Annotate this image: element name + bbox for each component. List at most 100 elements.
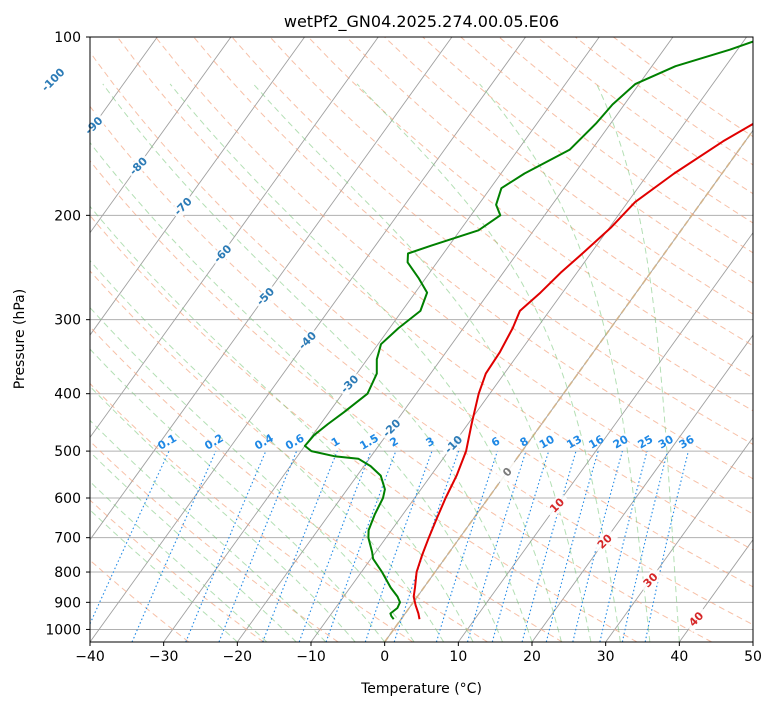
- x-tick-label: −30: [149, 649, 179, 665]
- dry-adiabat-line: [90, 499, 264, 642]
- moist-adiabat-line: [102, 83, 533, 642]
- isotherm-line: [90, 37, 379, 439]
- isotherm-line: [605, 436, 753, 642]
- y-tick-label: 800: [54, 565, 81, 581]
- dry-adiabat-line: [231, 37, 753, 445]
- x-tick-label: 10: [449, 649, 467, 665]
- mixing-ratio-line: [325, 450, 397, 642]
- x-tick-label: 50: [744, 649, 762, 665]
- mixing-ratio-line: [298, 450, 372, 642]
- y-tick-label: 600: [54, 491, 81, 507]
- isotherm-label-bg: [336, 371, 363, 398]
- dry-adiabat-line: [117, 37, 753, 551]
- moist-adiabat-line: [90, 306, 415, 642]
- moist-adiabat-line: [90, 141, 503, 642]
- mixing-ratio-line: [262, 450, 338, 642]
- isotherm-line: [90, 37, 232, 234]
- mixing-ratio-line: [491, 450, 550, 642]
- mixing-ratio-line: [621, 450, 669, 642]
- x-tick-label: −10: [296, 649, 326, 665]
- isotherm-label-bg: [80, 112, 108, 139]
- isotherm-label-bg: [294, 327, 321, 354]
- isotherm-label-bg: [125, 153, 152, 180]
- dry-adiabat-line: [155, 37, 753, 515]
- x-tick-label: 20: [523, 649, 541, 665]
- y-tick-label: 400: [54, 387, 81, 403]
- dry-adiabat-line: [422, 37, 753, 284]
- isotherm-label-bg: [209, 240, 236, 267]
- isotherm-label-bg: [170, 193, 197, 220]
- dry-adiabat-line: [384, 37, 753, 315]
- moist-adiabat-line: [252, 83, 592, 642]
- moist-adiabat-line: [90, 480, 268, 642]
- x-tick-label: 30: [597, 649, 615, 665]
- moist-adiabat-line: [90, 509, 238, 642]
- y-tick-label: 300: [54, 313, 81, 329]
- isotherm-line: [163, 37, 600, 642]
- moist-adiabat-line: [90, 259, 445, 642]
- chart-title: wetPf2_GN04.2025.274.00.05.E06: [284, 12, 559, 32]
- moist-adiabat-line: [356, 83, 621, 642]
- isotherm-label-bg: [440, 431, 467, 458]
- moist-adiabat-line: [169, 83, 562, 642]
- moist-adiabat-line: [90, 419, 327, 642]
- dry-adiabat-line: [90, 382, 414, 642]
- isotherm-line: [457, 231, 753, 642]
- mixing-ratio-line: [521, 450, 577, 642]
- plot-series-layer: [303, 40, 753, 620]
- dry-adiabat-line: [90, 270, 563, 642]
- mixing-ratio-line: [545, 450, 599, 642]
- y-tick-label: 1000: [45, 622, 81, 638]
- mixing-ratio-line: [599, 450, 648, 642]
- mixing-ratio-line: [644, 450, 689, 642]
- x-tick-label: 0: [380, 649, 389, 665]
- y-tick-label: 100: [54, 30, 81, 46]
- dry-adiabat-line: [193, 37, 753, 480]
- x-tick-label: 40: [670, 649, 688, 665]
- moist-adiabat-line: [90, 348, 386, 642]
- isotherm-label-bg: [40, 66, 67, 93]
- x-tick-label: −40: [75, 649, 105, 665]
- mixing-ratio-line: [218, 450, 298, 642]
- y-tick-label: 900: [54, 595, 81, 611]
- moist-adiabat-line: [90, 451, 297, 642]
- x-tick-label: −20: [223, 649, 253, 665]
- mixing-ratio-line: [572, 450, 623, 642]
- moist-adiabat-line: [479, 83, 651, 642]
- dry-adiabat-line: [90, 214, 638, 642]
- dry-adiabat-line: [90, 51, 753, 588]
- isotherm-label-bg: [637, 567, 664, 594]
- isotherm-line: [90, 37, 305, 336]
- isotherm-label-bg: [544, 492, 571, 519]
- moist-adiabat-line: [596, 83, 680, 642]
- dry-adiabat-line: [90, 160, 712, 642]
- isotherm-label-bg: [494, 459, 521, 486]
- isotherm-line: [90, 37, 453, 541]
- plot-frame: [89, 36, 754, 643]
- mixing-ratio-line: [185, 450, 267, 642]
- dewpoint-line: [303, 40, 753, 620]
- mixing-ratio-line: [435, 450, 498, 642]
- isotherm-label-bg: [683, 606, 710, 633]
- y-tick-label: 500: [54, 444, 81, 460]
- moist-adiabat-line: [90, 205, 474, 642]
- dry-adiabat-line: [90, 105, 753, 626]
- mixing-ratio-line: [466, 450, 527, 642]
- isotherm-line: [236, 37, 674, 642]
- mixing-ratio-line: [364, 450, 433, 642]
- axes-layer: −40 −30 −20 −10 0 10 20 30 40 50 100 200 300 400 500 60…: [45, 30, 762, 665]
- plot-grid-layer: [90, 37, 753, 642]
- x-axis-label: Temperature (°C): [360, 681, 482, 697]
- temperature-line: [412, 122, 753, 620]
- mixing-ratio-line: [131, 450, 217, 642]
- freezing-isotherm-line: [384, 129, 753, 642]
- isotherm-label-bg: [591, 528, 618, 555]
- y-tick-label: 200: [54, 208, 81, 224]
- dry-adiabat-line: [90, 326, 488, 642]
- mixing-ratio-line: [393, 450, 460, 642]
- y-axis-label: Pressure (hPa): [12, 289, 28, 389]
- isotherm-line: [678, 538, 753, 642]
- y-tick-label: 700: [54, 531, 81, 547]
- isotherm-label-bg: [378, 415, 405, 442]
